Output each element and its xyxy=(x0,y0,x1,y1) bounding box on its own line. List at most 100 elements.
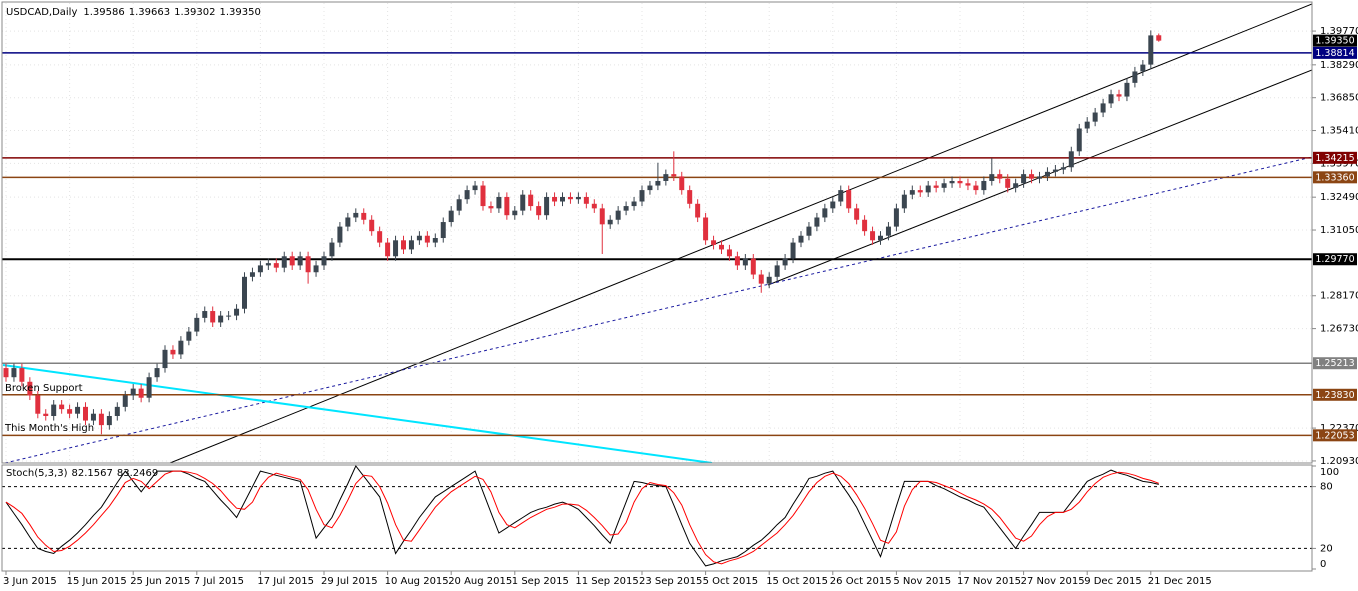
candle-body xyxy=(170,349,176,355)
header-close: 1.39350 xyxy=(219,7,260,18)
candle-body xyxy=(615,210,621,220)
candle-body xyxy=(353,212,359,218)
candle-body xyxy=(242,276,247,309)
candle-body xyxy=(1148,35,1154,65)
x-tick-label: 7 Jul 2015 xyxy=(194,576,244,587)
candle-body xyxy=(504,196,510,216)
candle-body xyxy=(933,185,939,188)
candle-body xyxy=(750,258,756,275)
x-tick-label: 11 Sep 2015 xyxy=(575,576,638,587)
candle-body xyxy=(1156,35,1162,41)
x-tick-label: 29 Jul 2015 xyxy=(321,576,378,587)
x-tick-label: 5 Oct 2015 xyxy=(703,576,758,587)
price-tag xyxy=(1313,46,1357,59)
cyan-trendline xyxy=(2,364,713,463)
y-tick-label: 1.22370 xyxy=(1320,423,1358,434)
y-tick-label: 1.33970 xyxy=(1320,158,1358,169)
candle-body xyxy=(122,395,128,407)
candle-body xyxy=(1052,169,1058,172)
candle-body xyxy=(162,349,168,369)
candle-body xyxy=(3,368,9,378)
candle-body xyxy=(90,413,96,421)
stoch-tick-label: 100 xyxy=(1320,467,1339,478)
candle-body xyxy=(281,256,287,268)
x-tick-label: 5 Nov 2015 xyxy=(893,576,951,587)
grid-layer xyxy=(2,3,1312,463)
candle-body xyxy=(361,212,367,220)
x-tick-label: 1 Sep 2015 xyxy=(512,576,569,587)
candle-body xyxy=(814,217,820,227)
price-tag-label: 1.25213 xyxy=(1315,358,1354,369)
candle-body xyxy=(1140,64,1146,72)
candle-body xyxy=(75,406,81,414)
x-tick-label: 17 Jul 2015 xyxy=(257,576,314,587)
candle-body xyxy=(186,331,192,341)
candle-body xyxy=(265,263,271,266)
candle-body xyxy=(1084,121,1090,129)
candle-body xyxy=(138,388,144,398)
candle-body xyxy=(1076,128,1082,152)
candle-body xyxy=(655,180,661,186)
candle-body xyxy=(583,196,589,204)
candle-body xyxy=(687,190,693,204)
candle-body xyxy=(1029,174,1035,179)
x-tick-label: 21 Dec 2015 xyxy=(1148,576,1212,587)
candle-body xyxy=(822,208,828,218)
price-tag xyxy=(1313,253,1357,266)
y-tick-label: 1.28170 xyxy=(1320,291,1358,302)
candle-body xyxy=(1044,171,1050,177)
candle-body xyxy=(385,242,391,257)
candle-body xyxy=(1005,178,1011,188)
candle-body xyxy=(19,368,25,382)
price-tag-label: 1.29770 xyxy=(1315,254,1354,265)
candle-body xyxy=(1037,176,1042,179)
level-lines xyxy=(2,52,1312,437)
candle-body xyxy=(1116,94,1122,97)
axes: 1.39770 1.38290 1.36850 1.35410 1.33970 1.324… xyxy=(3,26,1358,587)
candle-body xyxy=(146,377,152,398)
candle-body xyxy=(448,210,454,223)
candle-body xyxy=(297,256,303,266)
candle-body xyxy=(35,395,41,414)
candle-body xyxy=(226,315,232,317)
candle-body xyxy=(249,272,255,277)
candle-body xyxy=(766,276,772,284)
candle-body xyxy=(997,174,1003,179)
candle-body xyxy=(790,242,796,259)
candle-body xyxy=(369,219,375,232)
candle-body xyxy=(313,265,319,273)
x-tick-label: 27 Nov 2015 xyxy=(1021,576,1085,587)
candle-body xyxy=(1108,94,1114,104)
candle-body xyxy=(67,409,73,414)
candle-body xyxy=(1013,183,1019,188)
candle-body xyxy=(703,217,709,241)
x-tick-label: 20 Aug 2015 xyxy=(448,576,512,587)
candle-body xyxy=(798,235,804,243)
candle-body xyxy=(734,256,740,266)
candle-body xyxy=(106,415,112,426)
candle-body xyxy=(1100,103,1106,113)
candle-body xyxy=(321,256,327,266)
candle-body xyxy=(218,315,224,323)
stoch-readout: Stoch(5,3,3) 82.1567 83.2469 xyxy=(6,468,158,479)
trendlines xyxy=(2,3,1312,463)
candle-body xyxy=(480,185,486,207)
candle-body xyxy=(440,222,446,239)
candle-body xyxy=(424,235,430,243)
candle-body xyxy=(742,258,748,266)
candle-body xyxy=(901,194,907,209)
candle-body xyxy=(957,180,963,184)
stochastic xyxy=(2,465,1312,567)
candle-body xyxy=(647,185,653,191)
price-tag xyxy=(1313,151,1357,164)
candle-body xyxy=(464,190,470,200)
candle-body xyxy=(917,190,923,193)
x-tick-label: 17 Nov 2015 xyxy=(957,576,1021,587)
candle-body xyxy=(639,190,645,202)
candle-body xyxy=(949,180,955,184)
price-tag-label: 1.23830 xyxy=(1315,390,1354,401)
candle-body xyxy=(925,185,931,193)
price-tag xyxy=(1313,429,1357,442)
candle-body xyxy=(1021,174,1027,184)
